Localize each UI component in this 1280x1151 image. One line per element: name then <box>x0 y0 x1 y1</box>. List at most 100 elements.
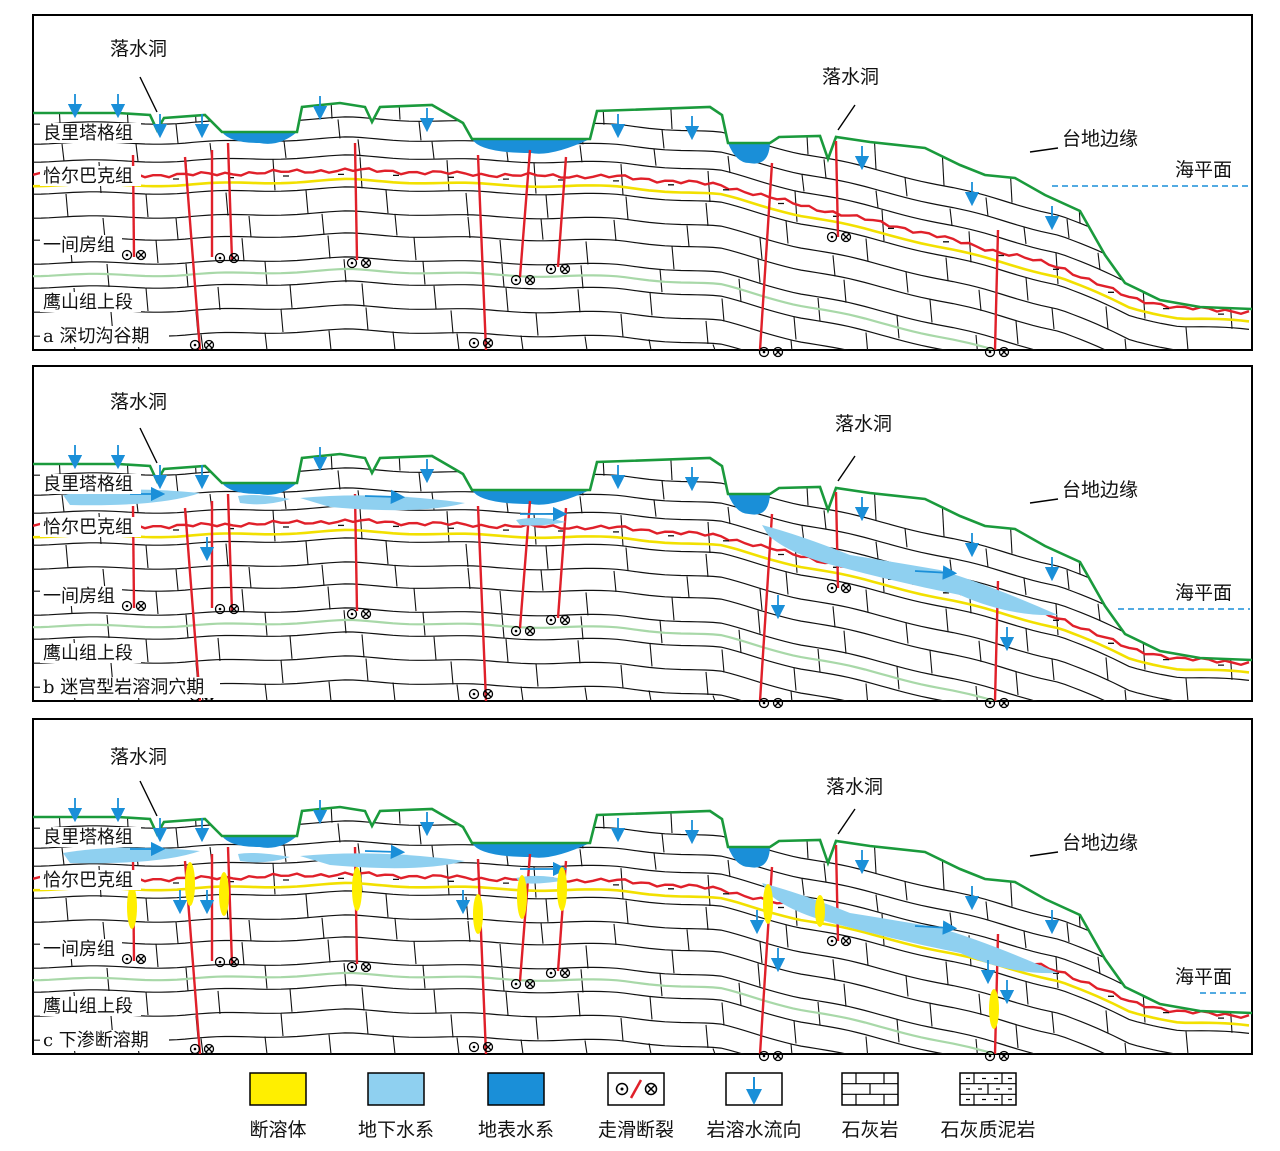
strike-slip-fault <box>518 853 532 982</box>
strike-slip-fault <box>518 149 532 278</box>
surface-water-lake <box>472 843 590 858</box>
strike-slip-fault <box>556 156 568 268</box>
strike-slip-fault <box>476 858 488 1055</box>
surface-water-lake <box>472 490 590 505</box>
fault-motion-symbol <box>189 1043 215 1055</box>
groundwater-flow-arrow <box>914 565 958 580</box>
ground-surface <box>33 805 1253 1015</box>
groundwater-flow-arrow <box>364 489 406 504</box>
strike-slip-fault <box>183 507 202 702</box>
sinkhole-label-right: 落水洞 <box>835 413 892 435</box>
legend-label-limestone: 石灰岩 <box>841 1119 898 1141</box>
fault-karst-body <box>352 867 362 911</box>
strike-slip-fault <box>758 513 774 702</box>
formation-label: 鹰山组上段 <box>43 996 133 1017</box>
fault-motion-symbol <box>121 249 147 261</box>
legend-label-surface-water: 地表水系 <box>478 1119 554 1141</box>
formation-label: 良里塔格组 <box>43 123 133 144</box>
surface-water-lake <box>222 836 297 848</box>
fault-motion-symbol <box>346 257 372 269</box>
fault-motion-symbol <box>826 231 852 243</box>
fault-karst-body <box>473 894 483 934</box>
surface-water-lake <box>728 494 770 515</box>
panel-caption: c 下渗断溶期 <box>43 1030 149 1051</box>
legend: 断溶体 地下水系 地表水系 走滑断裂 岩溶水流向 石灰岩 石灰质泥岩 <box>249 1072 1036 1141</box>
fault-motion-symbol <box>346 608 372 620</box>
calcareous-mudstone-pattern <box>959 1072 1017 1106</box>
fault-motion-symbol <box>510 625 536 637</box>
surface-water-lake <box>222 483 297 495</box>
fault-motion-symbol <box>189 339 215 351</box>
fault-motion-symbol <box>984 697 1010 709</box>
strike-slip-fault <box>353 142 359 261</box>
fault-karst-body <box>185 862 195 906</box>
strike-slip-fault <box>476 154 488 351</box>
fault-motion-symbol <box>826 582 852 594</box>
platform-edge-label: 台地边缘 <box>1062 128 1138 150</box>
fault-motion-symbol <box>510 978 536 990</box>
fault-motion-symbol <box>468 337 494 349</box>
fault-motion-symbol <box>468 1041 494 1053</box>
limestone-pattern <box>841 1072 899 1106</box>
formation-label: 恰尔巴克组 <box>43 517 133 538</box>
surface-water-swatch <box>487 1072 545 1106</box>
fault-motion-symbol <box>758 1050 784 1062</box>
fault-motion-symbol <box>214 956 240 968</box>
formation-label: 一间房组 <box>43 586 115 607</box>
yellow-bed-line <box>33 881 1250 1027</box>
strike-slip-fault <box>226 142 234 261</box>
fault-motion-symbol <box>121 600 147 612</box>
fault-karst-body <box>763 884 773 924</box>
groundwater-conduit <box>63 847 200 864</box>
platform-edge-label: 台地边缘 <box>1062 479 1138 501</box>
groundwater-flow-arrow <box>364 844 406 859</box>
formation-label: 良里塔格组 <box>43 827 133 848</box>
fault-motion-symbol <box>984 1050 1010 1062</box>
red-bed-line <box>33 167 1250 316</box>
fault-karst-body <box>517 875 527 919</box>
fault-motion-symbol <box>214 252 240 264</box>
groundwater-conduit <box>300 853 465 869</box>
ground-surface <box>33 101 1253 311</box>
groundwater-conduit <box>762 883 1058 974</box>
fault-motion-symbol <box>545 263 571 275</box>
fault-motion-symbol <box>468 688 494 700</box>
groundwater-conduit <box>762 525 1058 616</box>
strike-slip-fault <box>758 162 774 351</box>
yellow-bed-line <box>33 177 1250 323</box>
surface-water-lake <box>472 139 590 154</box>
sea-level-label: 海平面 <box>1175 966 1232 988</box>
panel-caption: a 深切沟谷期 <box>43 326 149 347</box>
legend-label-karst-flow: 岩溶水流向 <box>706 1119 801 1141</box>
surface-water-lake <box>728 143 770 164</box>
fault-motion-symbol <box>510 274 536 286</box>
formation-label: 良里塔格组 <box>43 474 133 495</box>
groundwater-conduit <box>516 875 566 884</box>
fault-motion-symbol <box>545 967 571 979</box>
formation-label: 鹰山组上段 <box>43 643 133 664</box>
ground-surface <box>33 452 1253 662</box>
fault-karst-body <box>989 989 999 1029</box>
fault-motion-symbol <box>346 961 372 973</box>
strike-slip-fault <box>993 229 1000 351</box>
strike-slip-fault <box>226 846 234 965</box>
sea-level-label: 海平面 <box>1175 582 1232 604</box>
fault-motion-symbol <box>984 346 1010 358</box>
fault-karst-body <box>127 885 137 929</box>
formation-label: 恰尔巴克组 <box>43 870 133 891</box>
fault-motion-symbol <box>545 614 571 626</box>
sinkhole-label-left: 落水洞 <box>110 391 167 413</box>
rock-strata <box>33 807 1250 1054</box>
green-bed-line <box>33 267 1250 350</box>
red-bed-line <box>33 871 1250 1020</box>
strike-slip-fault <box>353 493 359 612</box>
groundwater-conduit <box>300 495 465 511</box>
fault-motion-symbol <box>121 953 147 965</box>
sea-level-label: 海平面 <box>1175 159 1232 181</box>
strike-slip-fault <box>476 505 488 702</box>
legend-label-fault-karst: 断溶体 <box>249 1119 306 1141</box>
panel-caption: b 迷宫型岩溶洞穴期 <box>43 677 204 698</box>
